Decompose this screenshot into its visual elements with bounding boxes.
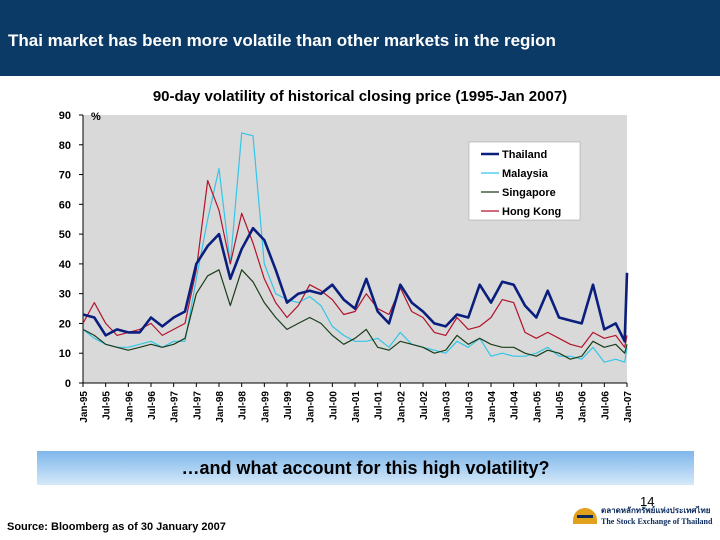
y-tick-label: 30 bbox=[59, 289, 71, 301]
legend-label: Malaysia bbox=[502, 168, 549, 180]
x-tick-label: Jan-07 bbox=[623, 391, 634, 423]
x-tick-label: Jan-01 bbox=[351, 391, 362, 423]
x-tick-label: Jul-05 bbox=[555, 391, 566, 420]
slide-title: Thai market has been more volatile than … bbox=[8, 31, 556, 50]
y-tick-label: 10 bbox=[59, 348, 71, 360]
x-tick-label: Jul-99 bbox=[283, 391, 294, 420]
logo-english-text: The Stock Exchange of Thailand bbox=[601, 517, 713, 526]
legend-label: Thailand bbox=[502, 149, 547, 161]
banner-text: …and what account for this high volatili… bbox=[181, 458, 550, 478]
slide-header: Thai market has been more volatile than … bbox=[0, 0, 720, 76]
x-tick-label: Jan-02 bbox=[396, 391, 407, 423]
x-tick-label: Jan-95 bbox=[79, 391, 90, 423]
x-tick-label: Jan-98 bbox=[215, 391, 226, 423]
y-tick-label: 40 bbox=[59, 259, 71, 271]
question-banner: …and what account for this high volatili… bbox=[37, 451, 694, 485]
x-tick-label: Jan-05 bbox=[532, 391, 543, 423]
set-logo: ตลาดหลักทรัพย์แห่งประเทศไทย The Stock Ex… bbox=[573, 498, 718, 534]
x-tick-label: Jan-00 bbox=[306, 391, 317, 423]
y-axis-label: % bbox=[91, 111, 101, 123]
x-tick-label: Jul-97 bbox=[192, 391, 203, 420]
y-tick-label: 70 bbox=[59, 170, 71, 182]
x-tick-label: Jul-04 bbox=[510, 391, 521, 420]
x-tick-label: Jan-99 bbox=[260, 391, 271, 423]
y-tick-label: 50 bbox=[59, 229, 71, 241]
volatility-chart: 0 10 20 30 40 50 60 70 80 90 % Jan-95 Jul-95 Jan-96 Ju… bbox=[59, 110, 634, 423]
set-logo-icon bbox=[573, 508, 597, 524]
series-line-thailand bbox=[82, 226, 629, 343]
x-tick-label: Jul-95 bbox=[102, 391, 113, 420]
x-tick-label: Jul-03 bbox=[464, 391, 475, 420]
x-tick-label: Jan-04 bbox=[487, 391, 498, 423]
x-tick-label: Jul-01 bbox=[374, 391, 385, 420]
series-line-hong-kong bbox=[82, 179, 628, 348]
x-tick-label: Jan-03 bbox=[442, 391, 453, 423]
y-tick-label: 20 bbox=[59, 318, 71, 330]
y-tick-label: 0 bbox=[65, 378, 71, 390]
y-tick-label: 80 bbox=[59, 140, 71, 152]
legend-label: Singapore bbox=[502, 187, 556, 199]
legend-label: Hong Kong bbox=[502, 206, 561, 218]
y-tick-label: 90 bbox=[59, 110, 71, 122]
x-tick-label: Jan-96 bbox=[124, 391, 135, 423]
y-tick-label: 60 bbox=[59, 199, 71, 211]
series-line-malaysia bbox=[82, 132, 628, 363]
source-note: Source: Bloomberg as of 30 January 2007 bbox=[7, 521, 226, 533]
chart-title: 90-day volatility of historical closing … bbox=[152, 88, 568, 105]
logo-thai-text: ตลาดหลักทรัพย์แห่งประเทศไทย bbox=[601, 506, 711, 515]
page-number: 14 bbox=[640, 494, 655, 509]
x-tick-label: Jul-98 bbox=[238, 391, 249, 420]
x-tick-label: Jul-02 bbox=[419, 391, 430, 420]
x-tick-label: Jul-06 bbox=[600, 391, 611, 420]
x-tick-label: Jul-96 bbox=[147, 391, 158, 420]
series-line-singapore bbox=[82, 269, 628, 360]
x-tick-label: Jan-97 bbox=[170, 391, 181, 423]
x-tick-label: Jul-00 bbox=[328, 391, 339, 420]
x-tick-label: Jan-06 bbox=[578, 391, 589, 423]
